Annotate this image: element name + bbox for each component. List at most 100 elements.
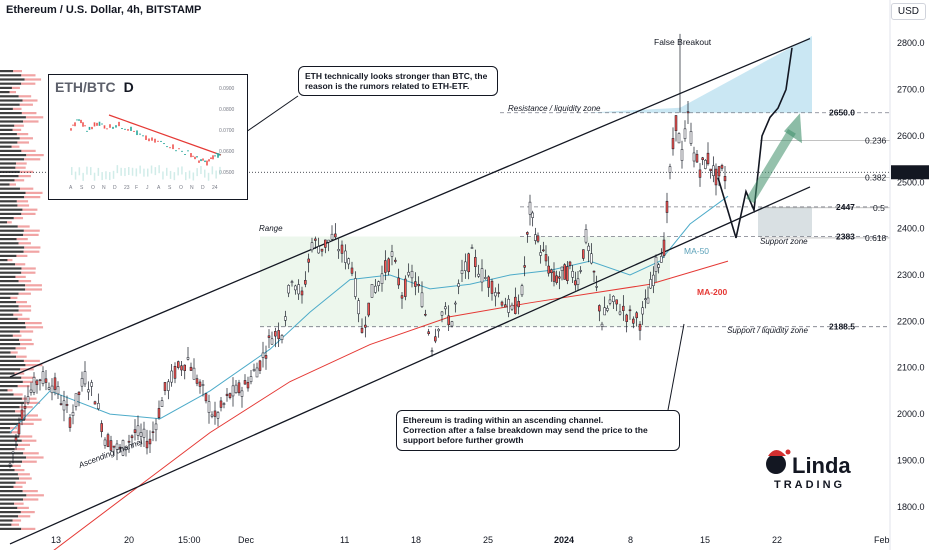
volume-bar [0,78,25,81]
volume-bar [13,313,23,316]
inset-candle [133,130,135,132]
inset-volume-bar [185,172,187,181]
volume-bar [19,103,33,106]
support-liquidity-label: Support / liquidity zone [727,326,808,335]
volume-bar [0,372,15,375]
volume-bar [0,133,17,136]
inset-candle [130,126,132,131]
inset-volume-bar [158,165,160,174]
candle [237,382,241,394]
candle [167,381,170,391]
projection [679,33,802,239]
candle [201,384,205,386]
inset-candle [163,143,165,145]
volume-bar [0,221,8,224]
volume-bar [0,527,22,530]
y-tick-label: 2600.0 [897,131,925,141]
candle [121,440,125,456]
candle [97,403,100,410]
candle [490,280,494,294]
volume-bar [0,191,26,194]
volume-bar [0,393,14,396]
volume-bar [0,481,16,484]
volume-bar [20,422,34,425]
inset-volume-bar [147,168,149,177]
candle [340,244,344,254]
candle [127,440,131,443]
inset-x-tick: N [190,185,194,191]
inset-candle [118,121,120,127]
volume-bar [0,296,11,299]
volume-bar [0,175,19,178]
candle [300,290,304,296]
inset-candle [202,158,204,161]
volume-bar [11,86,20,89]
currency-button[interactable]: USD [890,3,926,20]
volume-bar [0,452,24,455]
candle [118,446,122,449]
candle [641,307,644,315]
volume-bar [24,196,41,199]
inset-candle [109,124,111,128]
inset-candle [96,122,98,126]
inset-candle [88,126,91,130]
logo-name: Linda [792,453,851,478]
inset-candle [139,133,141,135]
volume-bar [0,397,22,400]
volume-bar [18,305,32,308]
candle [660,256,663,263]
inset-title: ETH/BTC D [55,79,134,95]
inset-volume-bar [116,165,119,174]
candle [112,445,116,448]
candle [210,414,214,417]
volume-bar [0,477,20,480]
x-tick-label: 2024 [554,535,574,545]
candle [494,292,497,297]
candle [327,239,330,243]
inset-y-tick: 0.0700 [219,128,235,134]
inset-candle [206,160,208,166]
candle [154,423,158,431]
inset-volume-bar [166,167,168,176]
inset-candle [82,122,84,127]
inset-candle [175,150,177,152]
inset-candle [148,138,150,142]
candle [41,371,45,384]
volume-bar [13,393,23,396]
volume-bar [15,481,26,484]
candle [394,259,397,262]
inset-volume-bar [150,165,153,174]
resistance-zone-label: Resistance / liquidity zone [508,104,601,113]
volume-bar [0,124,15,127]
inset-volume-bar [173,172,176,181]
candle [294,285,297,291]
volume-bar [0,435,20,438]
volume-bar [0,179,15,182]
volume-bar [0,334,13,337]
inset-volume-bar [219,166,221,175]
inset-x-tick: S [168,185,172,191]
inset-volume-bar [177,167,179,176]
inset-x-tick: J [146,185,149,191]
candle [404,278,407,297]
volume-bar [21,527,36,530]
volume-bar [23,498,39,501]
candle [255,367,259,378]
volume-bar [0,502,15,505]
candle [709,168,712,171]
volume-bar [7,389,13,392]
volume-bar [14,179,25,182]
volume-bar [19,187,34,190]
candle [390,251,394,257]
volume-bar [13,485,23,488]
inset-candle [208,159,210,162]
candle [297,284,300,295]
inset-chart: 0.0900 0.0800 0.0700 0.0600 0.0500 A S O N D 23 F J A… [69,86,235,191]
volume-profile [0,70,44,530]
candle [480,268,484,283]
volume-bar [16,238,28,241]
volume-bar [14,124,24,127]
inset-candle [215,153,218,155]
candle [225,393,229,396]
candle [38,379,42,382]
